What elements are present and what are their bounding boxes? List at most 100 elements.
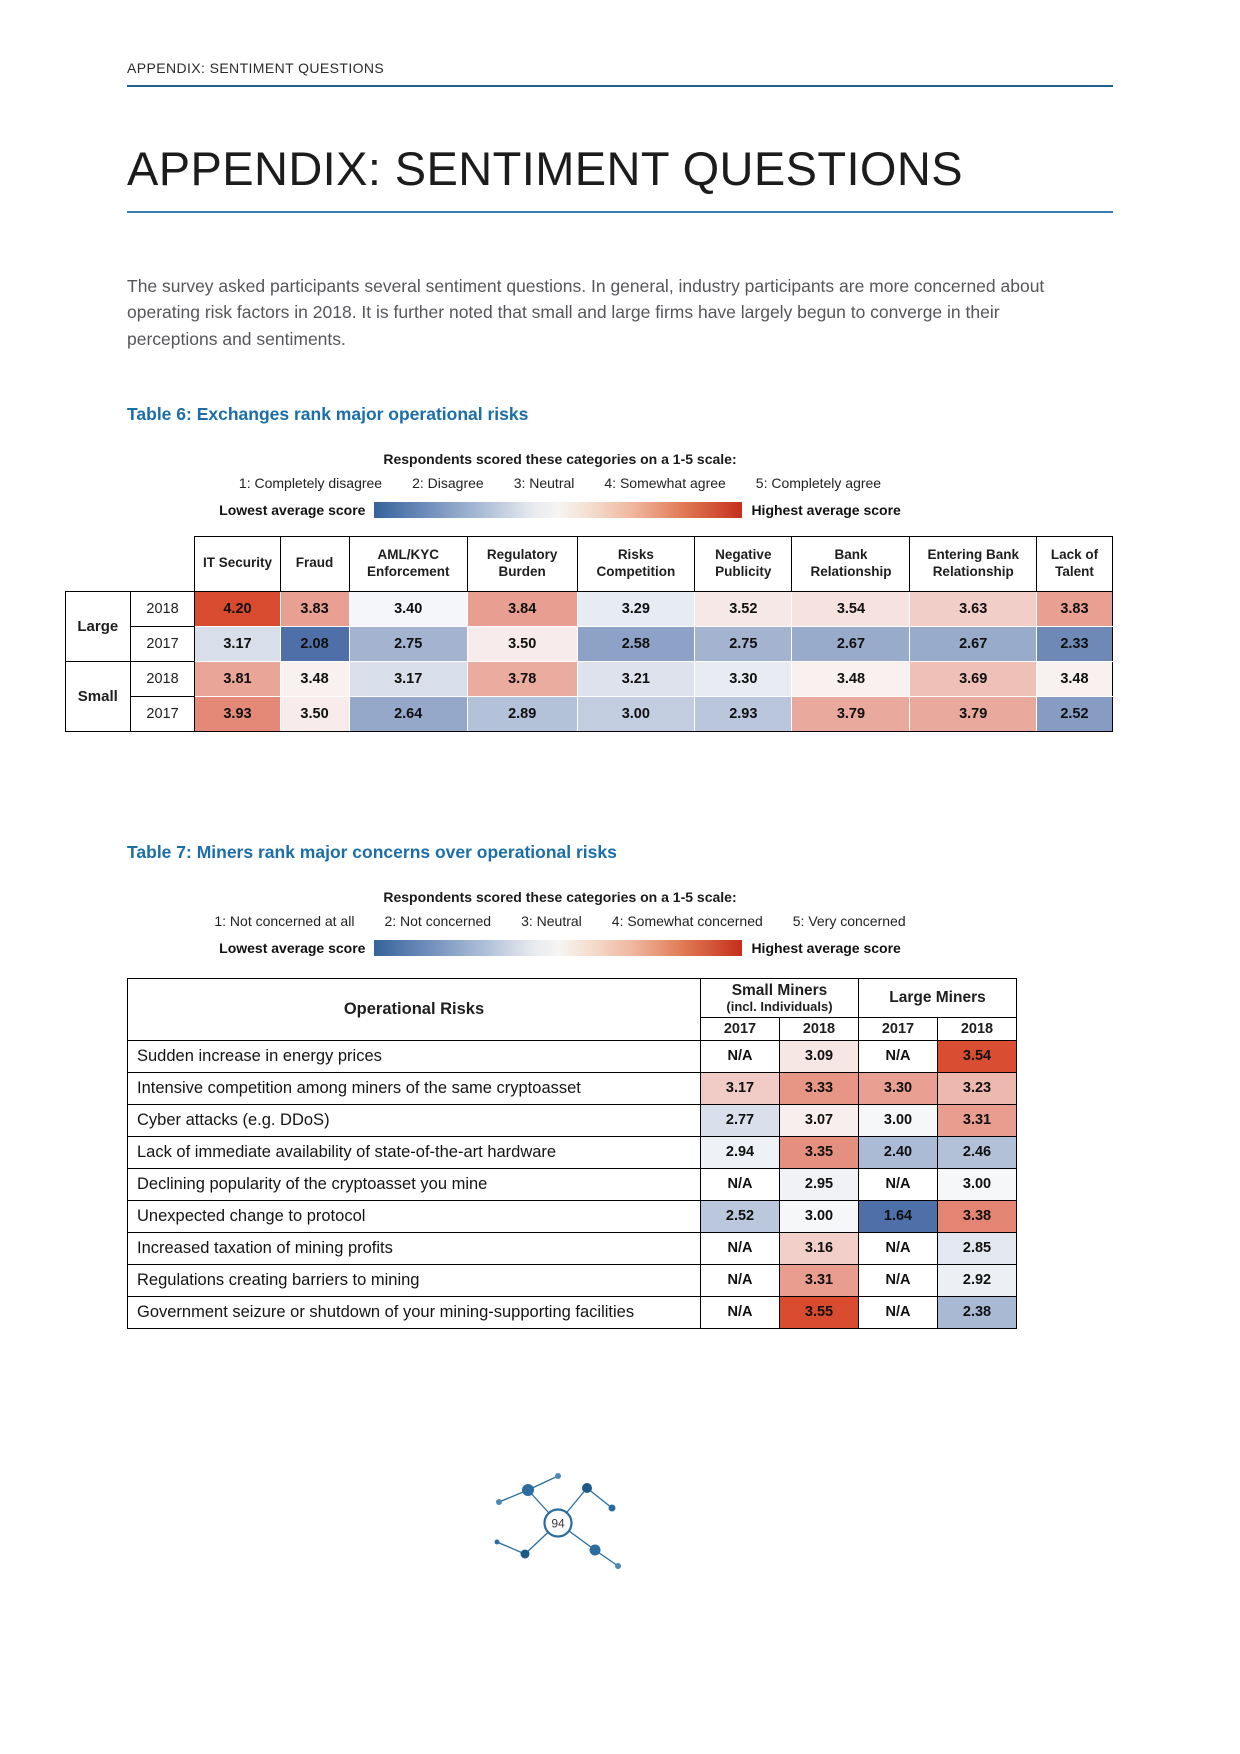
- table7-value-cell: 2.85: [937, 1231, 1017, 1265]
- table6-scale-legend: Respondents scored these categories on a…: [120, 451, 1000, 518]
- table6-year-cell: 2017: [129, 625, 196, 662]
- running-header-rule: [127, 85, 1113, 87]
- table7-value-cell: 2.92: [937, 1263, 1017, 1297]
- table6-value-cell: 2.67: [909, 625, 1037, 662]
- table6-column-header: IT Security: [194, 535, 281, 592]
- scale-item: 3: Neutral: [521, 912, 582, 929]
- table7-value-cell: 3.17: [700, 1071, 780, 1105]
- scale-item: 4: Somewhat agree: [604, 474, 726, 491]
- table7-value-cell: N/A: [858, 1039, 938, 1073]
- table6-value-cell: 3.93: [194, 695, 281, 732]
- table6-row: Large 2018 4.20 3.83 3.40 3.84 3.29 3.52 3.54 3.6…: [65, 590, 1114, 662]
- table6-value-cell: 3.78: [466, 660, 578, 697]
- table6-value-cell: 3.50: [279, 695, 350, 732]
- table7-row: Increased taxation of mining profits N/A 3…: [127, 1231, 1017, 1265]
- table7-row-label: Government seizure or shutdown of your m…: [127, 1295, 701, 1329]
- table7-row-label: Regulations creating barriers to mining: [127, 1263, 701, 1297]
- table6-value-cell: 3.84: [466, 590, 578, 627]
- table7-value-cell: N/A: [700, 1295, 780, 1329]
- page-number: 94: [551, 1517, 565, 1531]
- scale-item: 5: Very concerned: [792, 912, 906, 929]
- scale-high-label: Highest average score: [751, 501, 901, 518]
- table7-value-cell: 3.35: [779, 1135, 859, 1169]
- table7-value-cell: N/A: [858, 1167, 938, 1201]
- table7-year-header: 2018: [779, 1016, 859, 1041]
- table6-column-header: Entering Bank Relationship: [909, 535, 1037, 592]
- table7-value-cell: N/A: [700, 1039, 780, 1073]
- table7-row: Lack of immediate availability of state-…: [127, 1135, 1017, 1169]
- table7-row-label: Sudden increase in energy prices: [127, 1039, 701, 1073]
- table6-column-header: Fraud: [279, 535, 350, 592]
- table6-value-cell: 3.48: [279, 660, 350, 697]
- table6-value-cell: 2.64: [348, 695, 468, 732]
- table6-row: 2017 3.93 3.50 2.64 2.89 3.00 2.93 3.79 3.79 2.52: [66, 695, 1114, 732]
- table6-group-label: Small: [65, 660, 131, 732]
- scale-item: 4: Somewhat concerned: [611, 912, 763, 929]
- scale-title: Respondents scored these categories on a…: [383, 888, 737, 905]
- table7-value-cell: N/A: [858, 1295, 938, 1329]
- table7-year-header: 2018: [937, 1016, 1017, 1041]
- table6-value-cell: 2.67: [791, 625, 911, 662]
- group-sublabel: (incl. Individuals): [726, 998, 833, 1014]
- heat-gradient-bar: [374, 501, 743, 518]
- table7-scale-legend: Respondents scored these categories on a…: [120, 889, 1000, 956]
- table7-value-cell: 2.46: [937, 1135, 1017, 1169]
- table6-value-cell: 3.83: [1035, 590, 1114, 627]
- table7-year-row: 2017 2018 2017 2018: [128, 1016, 1017, 1041]
- footer-decoration: 94: [494, 1473, 621, 1569]
- table6-row: Small 2018 3.81 3.48 3.17 3.78 3.21 3.30 3.48 3.6…: [65, 660, 1114, 732]
- table6-corner-cell: [66, 536, 195, 591]
- table6-value-cell: 2.75: [694, 625, 793, 662]
- table6-value-cell: 3.48: [1035, 660, 1114, 697]
- table7-value-cell: 2.95: [779, 1167, 859, 1201]
- table7-group-small-miners: Small Miners (incl. Individuals): [700, 977, 859, 1018]
- scale-bar-row: Lowest average score Highest average sco…: [120, 939, 1000, 956]
- page-title: APPENDIX: SENTIMENT QUESTIONS: [127, 142, 963, 195]
- table6-value-cell: 2.89: [466, 695, 578, 732]
- table6-value-cell: 2.52: [1035, 695, 1114, 732]
- scale-high-label: Highest average score: [751, 939, 901, 956]
- table7-row: Unexpected change to protocol 2.52 3.00 1.6…: [127, 1199, 1017, 1233]
- table7-value-cell: 3.00: [779, 1199, 859, 1233]
- scale-low-label: Lowest average score: [219, 939, 366, 956]
- table7: Operational Risks Small Miners (incl. In…: [127, 977, 1017, 1329]
- scale-bar-row: Lowest average score Highest average sco…: [120, 501, 1000, 518]
- table7-group-large-miners: Large Miners: [858, 977, 1017, 1018]
- scale-items: 1: Not concerned at all 2: Not concerned 3…: [120, 913, 1000, 929]
- table7-value-cell: N/A: [700, 1263, 780, 1297]
- scale-low-label: Lowest average score: [219, 501, 366, 518]
- scale-title: Respondents scored these categories on a…: [383, 450, 737, 467]
- table7-value-cell: 3.33: [779, 1071, 859, 1105]
- table6-value-cell: 3.21: [576, 660, 696, 697]
- table6-column-header: Risks Competition: [576, 535, 696, 592]
- table6-value-cell: 2.93: [694, 695, 793, 732]
- table7-row-label: Cyber attacks (e.g. DDoS): [127, 1103, 701, 1137]
- heat-gradient-bar: [374, 939, 743, 956]
- table6-value-cell: 2.75: [348, 625, 468, 662]
- group-label: Large Miners: [889, 988, 986, 1006]
- table7-header-row: Operational Risks Small Miners (incl. In…: [127, 977, 1017, 1041]
- table6-column-header: Lack of Talent: [1035, 535, 1114, 592]
- scale-item: 5: Completely agree: [755, 474, 882, 491]
- scale-item: 2: Not concerned: [384, 912, 492, 929]
- table7-value-cell: 3.23: [937, 1071, 1017, 1105]
- table6-value-cell: 2.58: [576, 625, 696, 662]
- intro-paragraph: The survey asked participants several se…: [127, 276, 1045, 349]
- page-footer: 94: [0, 1468, 1240, 1583]
- table6-value-cell: 3.48: [791, 660, 911, 697]
- table6-value-cell: 3.30: [694, 660, 793, 697]
- table7-row: Declining popularity of the cryptoasset …: [127, 1167, 1017, 1201]
- group-label: Small Miners: [731, 981, 828, 999]
- table6-value-cell: 3.54: [791, 590, 911, 627]
- decoration-node: [522, 1484, 534, 1496]
- table7-value-cell: 3.54: [937, 1039, 1017, 1073]
- table7-row-label: Lack of immediate availability of state-…: [127, 1135, 701, 1169]
- table6-year-cell: 2018: [129, 660, 196, 697]
- table6-column-header: Regulatory Burden: [466, 535, 578, 592]
- table7-row: Cyber attacks (e.g. DDoS) 2.77 3.07 3.00 3.3…: [127, 1103, 1017, 1137]
- table7-value-cell: 3.38: [937, 1199, 1017, 1233]
- table6-value-cell: 2.33: [1035, 625, 1114, 662]
- running-header: APPENDIX: SENTIMENT QUESTIONS: [127, 60, 385, 76]
- scale-item: 1: Completely disagree: [238, 474, 383, 491]
- scale-item: 2: Disagree: [412, 474, 484, 491]
